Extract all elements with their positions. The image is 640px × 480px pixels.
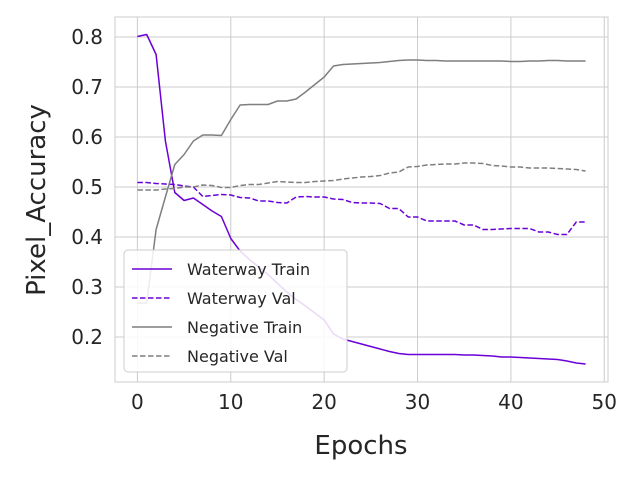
x-tick-label: 40 bbox=[498, 390, 523, 414]
y-tick-labels: 0.2 0.3 0.4 0.5 0.6 0.7 0.8 bbox=[71, 25, 103, 349]
legend-label: Negative Train bbox=[187, 318, 302, 337]
x-tick-label: 50 bbox=[592, 390, 617, 414]
legend: Waterway Train Waterway Val Negative Train… bbox=[123, 249, 348, 373]
x-tick-label: 20 bbox=[311, 390, 336, 414]
series-line-negative-val bbox=[137, 162, 586, 191]
y-tick-label: 0.5 bbox=[71, 175, 103, 199]
legend-label: Negative Val bbox=[187, 347, 288, 366]
x-tick-label: 0 bbox=[131, 390, 144, 414]
y-tick-label: 0.2 bbox=[71, 325, 103, 349]
y-tick-label: 0.3 bbox=[71, 275, 103, 299]
x-axis-title: Epochs bbox=[314, 431, 407, 461]
series-layer bbox=[137, 33, 586, 365]
y-tick-label: 0.6 bbox=[71, 125, 103, 149]
legend-box bbox=[123, 249, 348, 373]
series-line-waterway-val bbox=[137, 181, 586, 236]
y-axis-title: Pixel_Accuracy bbox=[22, 104, 52, 296]
legend-label: Waterway Val bbox=[187, 289, 296, 308]
y-tick-label: 0.4 bbox=[71, 225, 103, 249]
x-tick-label: 30 bbox=[405, 390, 430, 414]
x-tick-labels: 0 10 20 30 40 50 bbox=[131, 390, 617, 414]
y-tick-label: 0.8 bbox=[71, 25, 103, 49]
legend-label: Waterway Train bbox=[187, 260, 310, 279]
series-line-negative-train bbox=[137, 59, 586, 304]
series-line-waterway-train bbox=[137, 33, 586, 365]
y-tick-label: 0.7 bbox=[71, 75, 103, 99]
x-tick-label: 10 bbox=[218, 390, 243, 414]
